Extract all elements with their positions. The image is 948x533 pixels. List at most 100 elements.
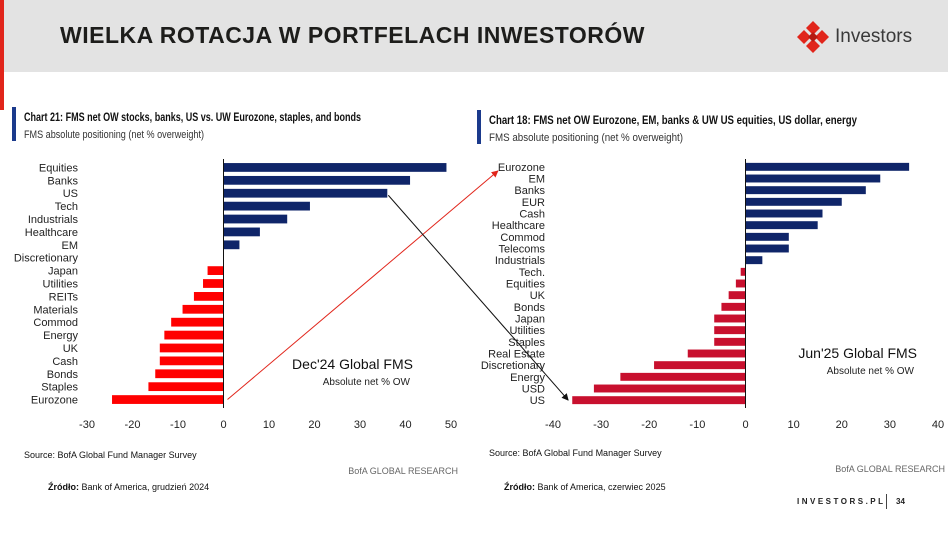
category-label: Industrials	[28, 214, 79, 226]
category-label: Staples	[41, 382, 78, 394]
category-label: Discretionary	[481, 360, 546, 372]
chart-bar	[572, 396, 746, 405]
chart-bar	[193, 292, 224, 301]
chart-bar	[740, 267, 746, 276]
chart-bar	[223, 175, 411, 185]
chart-title: Chart 21: FMS net OW stocks, banks, US v…	[24, 110, 361, 124]
category-label: UK	[63, 343, 79, 355]
x-tick-label: -30	[79, 419, 95, 431]
x-tick-label: 30	[354, 419, 366, 431]
category-label: EUR	[522, 197, 545, 209]
chart-bar	[148, 382, 224, 392]
category-label: Commod	[500, 232, 545, 244]
footer-site: INVESTORS.PL	[797, 497, 886, 506]
category-label: Bonds	[47, 369, 79, 381]
chart-source: Source: BofA Global Fund Manager Survey	[24, 450, 197, 460]
chart-subtitle: FMS absolute positioning (net % overweig…	[24, 129, 204, 141]
chart-left: Chart 21: FMS net OW stocks, banks, US v…	[12, 107, 458, 476]
chart-bar	[745, 174, 881, 183]
x-tick-label: -10	[689, 419, 705, 431]
chart-bar	[745, 186, 866, 195]
category-label: Eurozone	[498, 162, 545, 174]
category-label: Energy	[510, 372, 545, 384]
chart-source: Source: BofA Global Fund Manager Survey	[489, 448, 662, 458]
x-tick-label: 20	[836, 419, 848, 431]
footer-separator	[886, 494, 887, 509]
x-tick-label: 0	[220, 419, 226, 431]
category-label: Discretionary	[14, 253, 79, 265]
source-note-right: Źródło: Bank of America, czerwiec 2025	[504, 482, 666, 492]
category-label: EM	[62, 240, 79, 252]
chart-bar	[654, 361, 746, 370]
category-label: Staples	[508, 337, 545, 349]
category-label: Cash	[52, 356, 78, 368]
category-label: Utilities	[43, 279, 79, 291]
chart-bar	[223, 201, 310, 211]
source-note-right-text: Bank of America, czerwiec 2025	[537, 482, 666, 492]
chart-watermark: BofA GLOBAL RESEARCH	[348, 466, 458, 476]
chart-bar	[620, 372, 746, 381]
chart-title: Chart 18: FMS net OW Eurozone, EM, banks…	[489, 113, 857, 127]
x-tick-label: 20	[308, 419, 320, 431]
category-label: Equities	[39, 162, 79, 174]
category-label: USD	[522, 384, 545, 396]
chart-bar	[159, 356, 224, 366]
chart-bar	[112, 395, 224, 404]
x-tick-label: -40	[545, 419, 561, 431]
category-label: Materials	[33, 304, 78, 316]
chart-bar	[714, 314, 746, 323]
category-label: US	[530, 395, 545, 407]
header-band	[0, 0, 948, 72]
chart-bar	[223, 227, 260, 237]
chart-annotation-sub: Absolute net % OW	[827, 366, 915, 377]
chart-bar	[714, 337, 746, 346]
category-label: Tech	[55, 201, 78, 213]
category-label: UK	[530, 290, 546, 302]
chart-bar	[728, 291, 746, 300]
chart-bar	[182, 304, 224, 314]
chart-title-bar	[477, 110, 481, 144]
chart-bar	[155, 369, 224, 379]
page-number: 34	[896, 497, 905, 506]
transition-arrows	[227, 170, 569, 401]
category-label: Japan	[48, 266, 78, 278]
accent-bar	[0, 0, 4, 110]
x-tick-label: -20	[125, 419, 141, 431]
category-label: Telecoms	[499, 244, 546, 256]
chart-bar	[735, 279, 746, 288]
chart-bar	[745, 232, 789, 241]
category-label: EM	[529, 174, 546, 186]
chart-bar	[714, 326, 746, 335]
category-label: REITs	[49, 291, 79, 303]
category-label: Banks	[514, 185, 545, 197]
chart-bar	[745, 221, 818, 230]
category-label: Bonds	[514, 302, 546, 314]
chart-bar	[745, 256, 763, 265]
category-label: Banks	[47, 175, 78, 187]
chart-bar	[203, 279, 224, 288]
category-label: Tech.	[519, 267, 545, 279]
chart-bar	[223, 240, 240, 250]
category-label: Cash	[519, 209, 545, 221]
chart-annotation: Jun'25 Global FMS	[798, 345, 917, 361]
x-tick-label: 0	[742, 419, 748, 431]
source-note-left-label: Źródło:	[48, 482, 79, 492]
arrow-eurozone	[227, 170, 499, 400]
x-tick-label: -30	[593, 419, 609, 431]
x-tick-label: 30	[884, 419, 896, 431]
chart-annotation: Dec'24 Global FMS	[292, 356, 413, 372]
chart-bar	[223, 214, 288, 224]
chart-bar	[745, 244, 789, 253]
chart-bar	[745, 209, 823, 218]
category-label: Healthcare	[492, 220, 545, 232]
chart-bar	[171, 317, 224, 327]
slide-title: WIELKA ROTACJA W PORTFELACH INWESTORÓW	[60, 22, 646, 48]
chart-watermark: BofA GLOBAL RESEARCH	[835, 464, 945, 474]
x-tick-label: 10	[788, 419, 800, 431]
chart-bar	[223, 163, 447, 172]
logo-text: Investors	[835, 26, 913, 47]
chart-bar	[687, 349, 746, 358]
category-label: Utilities	[510, 325, 546, 337]
x-tick-label: 10	[263, 419, 275, 431]
